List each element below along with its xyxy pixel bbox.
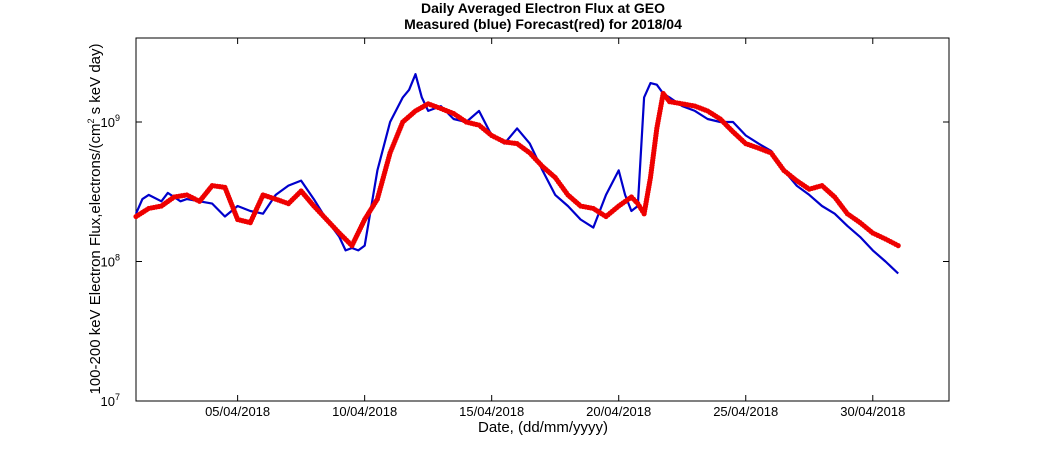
y-axis-label-main: 100-200 keV Electron Flux,electrons/(cm <box>87 124 104 395</box>
plot-area <box>135 37 950 402</box>
chart-subtitle: Measured (blue) Forecast(red) for 2018/0… <box>404 16 682 32</box>
y-axis-label-superscript: 2 <box>86 119 96 124</box>
y-tick-exponent: 8 <box>115 252 120 262</box>
x-axis: 05/04/2018 10/04/2018 15/04/2018 20/04/2018… <box>205 38 905 419</box>
chart-title: Daily Averaged Electron Flux at GEO <box>421 0 665 16</box>
x-tick-label: 05/04/2018 <box>205 404 270 419</box>
forecast-point <box>895 242 901 249</box>
y-tick-exponent: 9 <box>115 113 120 123</box>
x-tick-label: 15/04/2018 <box>459 404 524 419</box>
y-axis-label-tail: s keV day) <box>87 43 104 118</box>
series-forecast-dots <box>133 90 901 249</box>
x-axis-label: Date, (dd/mm/yyyy) <box>478 419 608 436</box>
series-measured-line <box>134 73 899 275</box>
x-tick-label: 20/04/2018 <box>586 404 651 419</box>
series-layer <box>133 73 901 275</box>
x-tick-label: 30/04/2018 <box>840 404 905 419</box>
y-tick-exponent: 7 <box>115 392 120 402</box>
x-tick-label: 10/04/2018 <box>332 404 397 419</box>
x-tick-label: 25/04/2018 <box>713 404 778 419</box>
y-axis-label: 100-200 keV Electron Flux,electrons/(cm2… <box>86 43 104 394</box>
